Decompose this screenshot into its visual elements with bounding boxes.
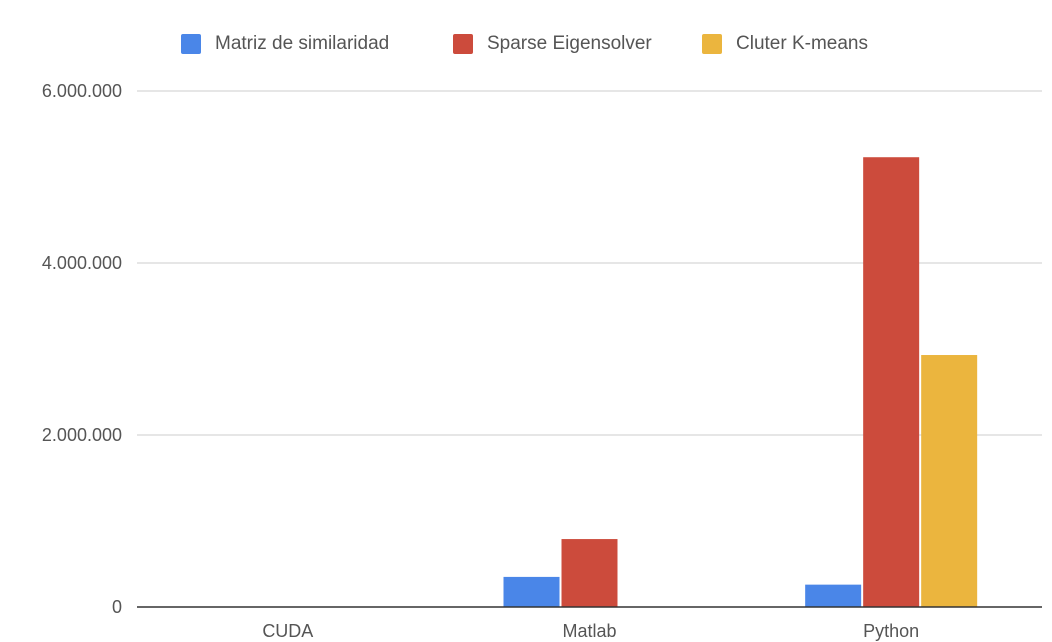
y-axis: 0 2.000.000 4.000.000 6.000.000 xyxy=(42,81,122,617)
bar-python-matriz-de-similaridad xyxy=(805,584,862,607)
x-tick-label-cuda: CUDA xyxy=(262,621,313,641)
y-tick-label-1: 2.000.000 xyxy=(42,425,122,445)
legend-item-sparse-eigensolver: Sparse Eigensolver xyxy=(453,33,652,55)
legend-swatch-cluter-k-means xyxy=(702,34,722,54)
legend-item-matriz-de-similaridad: Matriz de similaridad xyxy=(181,33,389,55)
chart-legend: Matriz de similaridad Sparse Eigensolver… xyxy=(0,33,1052,61)
x-tick-label-matlab: Matlab xyxy=(562,621,616,641)
x-axis: CUDA Matlab Python xyxy=(137,606,1042,641)
bar-matlab-matriz-de-similaridad xyxy=(503,576,560,607)
x-tick-label-python: Python xyxy=(863,621,919,641)
legend-label-cluter-k-means: Cluter K-means xyxy=(736,33,868,54)
legend-swatch-matriz-de-similaridad xyxy=(181,34,201,54)
bars xyxy=(503,157,978,607)
bar-python-sparse-eigensolver xyxy=(863,157,920,607)
legend-item-cluter-k-means: Cluter K-means xyxy=(702,33,868,55)
legend-label-matriz-de-similaridad: Matriz de similaridad xyxy=(215,33,390,54)
y-tick-label-0: 0 xyxy=(112,597,122,617)
bar-python-cluter-k-means xyxy=(921,355,978,607)
legend-swatch-sparse-eigensolver xyxy=(453,34,473,54)
y-tick-label-3: 6.000.000 xyxy=(42,81,122,101)
legend-label-sparse-eigensolver: Sparse Eigensolver xyxy=(487,33,652,54)
y-tick-label-2: 4.000.000 xyxy=(42,253,122,273)
bar-matlab-sparse-eigensolver xyxy=(561,539,618,607)
